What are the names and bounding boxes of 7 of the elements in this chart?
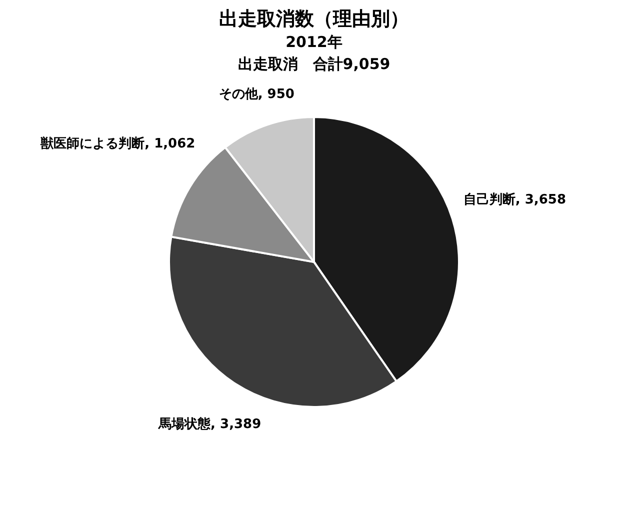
chart-title: 出走取消数（理由別） xyxy=(219,8,409,30)
slice-label: 馬場状態, 3,389 xyxy=(158,416,262,432)
chart-subtitle: 2012年 xyxy=(286,33,342,51)
slice-label: 獣医師による判断, 1,062 xyxy=(40,135,196,152)
slice-label: 自己判断, 3,658 xyxy=(463,192,566,208)
text: 出走取消 合計9,059 xyxy=(238,55,390,73)
slice-label: その他, 950 xyxy=(218,87,294,102)
